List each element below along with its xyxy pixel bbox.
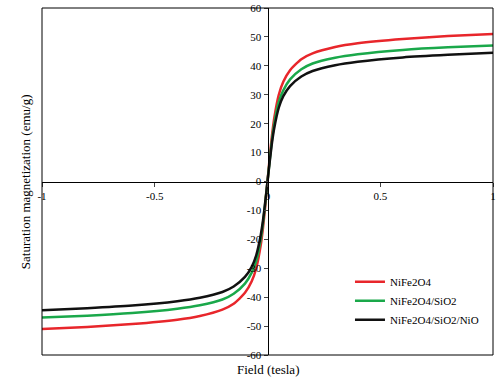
svg-text:40: 40 — [250, 60, 262, 72]
svg-text:20: 20 — [250, 118, 262, 130]
svg-text:-0.5: -0.5 — [146, 190, 164, 202]
svg-text:-50: -50 — [247, 320, 262, 332]
svg-text:NiFe2O4: NiFe2O4 — [390, 276, 431, 288]
svg-text:-60: -60 — [247, 349, 262, 361]
svg-text:60: 60 — [250, 2, 262, 14]
svg-text:-30: -30 — [247, 262, 262, 274]
svg-text:-40: -40 — [247, 291, 262, 303]
svg-text:-1: -1 — [37, 190, 46, 202]
svg-text:30: 30 — [250, 89, 262, 101]
svg-text:NiFe2O4/SiO2/NiO: NiFe2O4/SiO2/NiO — [390, 314, 479, 326]
svg-text:0: 0 — [265, 190, 271, 202]
svg-text:0.5: 0.5 — [373, 190, 387, 202]
svg-text:Field (tesla): Field (tesla) — [237, 362, 299, 377]
svg-text:Saturation magnetization (emu/: Saturation magnetization (emu/g) — [18, 95, 33, 270]
svg-text:-20: -20 — [247, 233, 262, 245]
svg-text:1: 1 — [490, 190, 496, 202]
svg-text:0: 0 — [256, 175, 262, 187]
svg-text:-10: -10 — [247, 204, 262, 216]
svg-text:50: 50 — [250, 31, 262, 43]
svg-text:NiFe2O4/SiO2: NiFe2O4/SiO2 — [390, 295, 457, 307]
svg-text:10: 10 — [250, 146, 262, 158]
